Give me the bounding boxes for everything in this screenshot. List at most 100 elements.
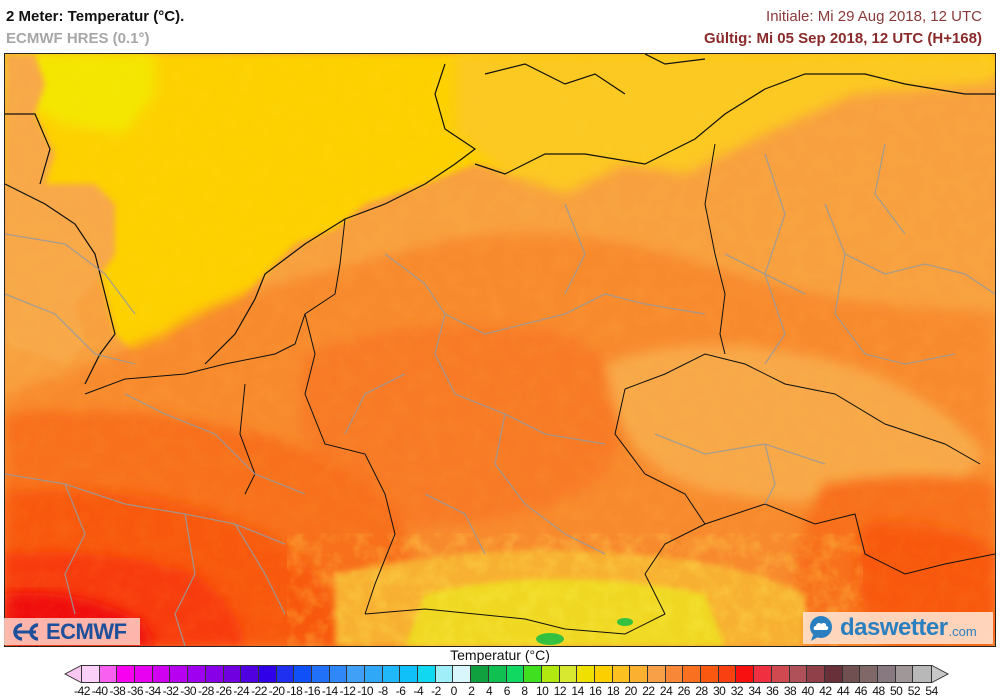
ecmwf-logo-icon — [13, 622, 39, 641]
legend-tick: -28 — [197, 684, 214, 698]
legend-cell — [577, 666, 595, 682]
legend-cell — [683, 666, 702, 682]
legend-cell — [117, 666, 136, 682]
legend-tick: 50 — [890, 684, 903, 698]
legend-tick: 40 — [801, 684, 815, 698]
legend-cell — [365, 666, 383, 682]
legend-tick: -2 — [431, 684, 441, 698]
legend-max-arrow-fill — [932, 666, 947, 682]
legend-tick: 44 — [836, 684, 850, 698]
legend-title: Temperatur (°C) — [450, 647, 550, 663]
legend-cell — [807, 666, 825, 682]
legend-cell — [877, 666, 896, 682]
legend-cell — [82, 666, 100, 682]
legend-tick: 24 — [659, 684, 673, 698]
legend-tick: 28 — [695, 684, 708, 698]
ecmwf-logo-text: ECMWF — [46, 618, 127, 644]
legend-tick: 34 — [748, 684, 761, 698]
daswetter-logo-text: daswetter — [840, 614, 948, 641]
legend-cell — [294, 666, 312, 682]
legend-tick: 26 — [677, 684, 691, 698]
legend-tick: -38 — [109, 684, 126, 698]
legend-cell — [205, 666, 224, 682]
legend-cell — [506, 666, 525, 682]
legend-cell — [665, 666, 684, 682]
legend-cell — [435, 666, 454, 682]
map-canvas — [5, 54, 995, 646]
legend-tick: -24 — [233, 684, 250, 698]
legend-tick: -12 — [339, 684, 356, 698]
legend-cell — [311, 666, 330, 682]
legend-tick: 18 — [606, 684, 620, 698]
legend-tick: 16 — [589, 684, 602, 698]
legend-cell — [718, 666, 737, 682]
legend-color-bar — [81, 665, 932, 683]
legend-tick: 32 — [730, 684, 744, 698]
legend-cell — [701, 666, 719, 682]
legend-tick: 8 — [521, 684, 528, 698]
daswetter-logo[interactable]: daswetter .com — [803, 612, 993, 644]
legend-cell — [842, 666, 861, 682]
legend-cell — [524, 666, 542, 682]
legend-tick-labels: -42 -40 -38 -36 -34 -32 -30 -28 -26 -24 -22 -20 -18-… — [60, 684, 950, 698]
init-time: Initiale: Mi 29 Aug 2018, 12 UTC — [766, 8, 982, 25]
legend-cell — [258, 666, 277, 682]
legend-tick: 30 — [713, 684, 726, 698]
legend-tick: -42 — [74, 684, 90, 698]
legend-cell — [170, 666, 189, 682]
legend-cell — [895, 666, 914, 682]
legend-cell — [594, 666, 613, 682]
legend-tick: -18 — [286, 684, 303, 698]
legend-cell — [418, 666, 436, 682]
legend-tick: -32 — [162, 684, 179, 698]
legend-tick: 12 — [553, 684, 567, 698]
legend-tick: 4 — [486, 684, 493, 698]
legend-cell — [860, 666, 878, 682]
legend-tick: -20 — [268, 684, 285, 698]
legend-cell — [630, 666, 648, 682]
legend-tick: 54 — [925, 684, 938, 698]
legend-tick: -30 — [180, 684, 197, 698]
legend-tick: -8 — [378, 684, 388, 698]
temperature-map[interactable] — [4, 53, 996, 647]
legend-cell — [559, 666, 578, 682]
legend-cell — [754, 666, 772, 682]
legend-tick: 0 — [450, 684, 458, 698]
daswetter-logo-suffix: .com — [948, 623, 977, 639]
legend-tick: -14 — [321, 684, 338, 698]
legend-tick: 42 — [819, 684, 832, 698]
legend-tick: 36 — [766, 684, 779, 698]
legend-tick: 48 — [872, 684, 885, 698]
legend-cell — [471, 666, 489, 682]
legend-tick: -26 — [215, 684, 232, 698]
valid-time: Gültig: Mi 05 Sep 2018, 12 UTC (H+168) — [703, 30, 982, 47]
legend-cell — [347, 666, 365, 682]
ecmwf-logo[interactable]: ECMWF — [4, 618, 140, 645]
legend-tick: 20 — [624, 684, 638, 698]
legend-cell — [329, 666, 348, 682]
legend-tick: -36 — [127, 684, 144, 698]
legend-tick: 38 — [783, 684, 797, 698]
legend-cell — [241, 666, 259, 682]
legend-cell — [152, 666, 171, 682]
legend-cell — [771, 666, 790, 682]
chart-title: 2 Meter: Temperatur (°C). — [6, 8, 185, 25]
legend-cell — [824, 666, 843, 682]
legend-cell — [135, 666, 153, 682]
legend-cell — [612, 666, 631, 682]
model-subtitle: ECMWF HRES (0.1°) — [6, 30, 150, 47]
legend-tick: -40 — [91, 684, 108, 698]
legend-cell — [99, 666, 118, 682]
legend-cell — [400, 666, 419, 682]
legend-min-arrow-fill — [66, 666, 81, 682]
legend-tick: 14 — [571, 684, 584, 698]
legend-tick: 10 — [536, 684, 549, 698]
legend-cell — [453, 666, 472, 682]
legend-cell — [276, 666, 295, 682]
legend-tick: -4 — [413, 684, 424, 698]
legend-cell — [541, 666, 560, 682]
cloud-chat-icon — [810, 616, 832, 641]
legend-tick: -6 — [395, 684, 406, 698]
legend-tick: -10 — [357, 684, 374, 698]
legend-tick: 46 — [854, 684, 868, 698]
